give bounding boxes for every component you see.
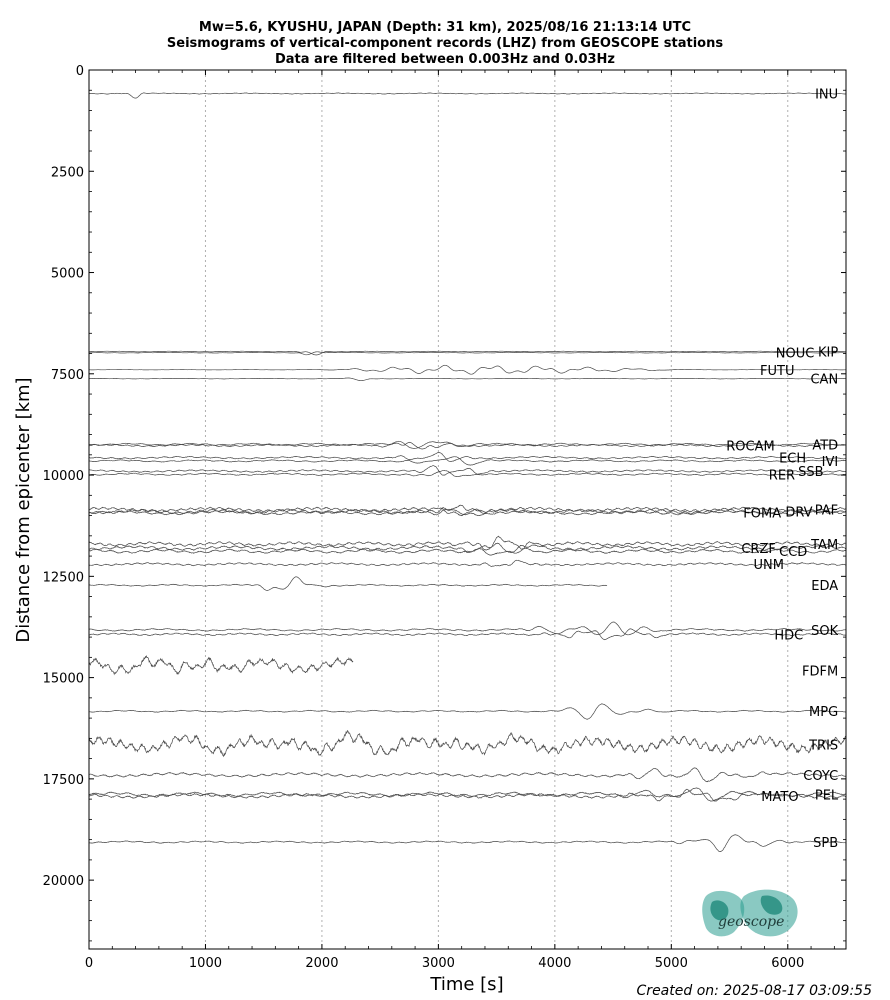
trace-ivi <box>88 456 846 466</box>
station-label-ech: ECH <box>779 452 806 467</box>
trace-ssb <box>89 465 846 476</box>
y-tick-label: 0 <box>76 64 84 79</box>
trace-tris <box>88 729 847 758</box>
y-axis: 0 2500 5000 7500 10000 12500 15000 17500 20000 <box>43 64 846 942</box>
station-label-tris: TRIS <box>808 738 838 753</box>
station-label-ivi: IVI <box>822 455 839 470</box>
trace-eda <box>88 576 608 591</box>
trace-rocam <box>88 441 847 450</box>
y-tick-label: 20000 <box>43 874 84 889</box>
trace-unm <box>88 559 847 567</box>
station-label-atd: ATD <box>812 438 838 453</box>
trace-pel <box>88 787 847 802</box>
geoscope-logo: geoscope <box>702 889 798 937</box>
x-axis: 0 1000 2000 3000 4000 5000 6000 <box>85 70 835 971</box>
station-label-spb: SPB <box>813 836 838 851</box>
x-axis-title: Time [s] <box>429 974 503 995</box>
trace-hdc <box>88 628 847 641</box>
title-line-1: Mw=5.6, KYUSHU, JAPAN (Depth: 31 km), 20… <box>199 20 691 35</box>
x-tick-label: 0 <box>85 956 93 971</box>
logo-text: geoscope <box>718 914 784 930</box>
trace-can <box>89 377 847 382</box>
station-label-ccd: CCD <box>779 545 807 560</box>
station-label-hdc: HDC <box>774 628 803 643</box>
x-grid <box>204 70 789 949</box>
y-tick-label: 12500 <box>43 570 84 585</box>
station-label-crzf: CRZF <box>741 542 776 557</box>
trace-futu <box>89 364 846 375</box>
trace-nouc <box>89 351 847 356</box>
logo-continent-a <box>710 900 729 921</box>
station-label-paf: PAF <box>815 504 838 519</box>
station-label-coyc: COYC <box>803 769 838 784</box>
station-label-mpg: MPG <box>809 705 838 720</box>
title-line-3: Data are filtered between 0.003Hz and 0.… <box>275 52 615 67</box>
chart-title: Mw=5.6, KYUSHU, JAPAN (Depth: 31 km), 20… <box>167 20 723 67</box>
trace-inu <box>88 92 847 99</box>
x-tick-label: 1000 <box>189 956 222 971</box>
trace-crzf <box>88 542 846 554</box>
trace-fdfm <box>88 654 354 676</box>
x-tick-label: 6000 <box>771 956 804 971</box>
trace-drv <box>88 507 847 517</box>
y-tick-label: 10000 <box>43 469 84 484</box>
station-label-eda: EDA <box>811 579 838 594</box>
y-axis-title: Distance from epicenter [km] <box>13 377 34 642</box>
x-tick-label: 4000 <box>538 956 571 971</box>
trace-tam <box>88 535 847 551</box>
y-tick-label: 5000 <box>51 267 84 282</box>
y-tick-label: 15000 <box>43 672 84 687</box>
y-tick-label: 2500 <box>51 165 84 180</box>
trace-spb <box>88 834 847 852</box>
trace-sok <box>88 621 847 636</box>
station-label-pel: PEL <box>815 788 839 803</box>
created-on: Created on: 2025-08-17 03:09:55 <box>637 983 873 999</box>
station-label-tam: TAM <box>810 538 838 553</box>
y-tick-label: 7500 <box>51 368 84 383</box>
logo-continent-b <box>760 895 783 915</box>
station-label-futu: FUTU <box>760 364 794 379</box>
x-tick-label: 2000 <box>305 956 338 971</box>
station-label-can: CAN <box>810 373 838 388</box>
station-label-kip: KIP <box>818 346 838 361</box>
station-label-rer: RER <box>769 468 795 483</box>
trace-mato <box>88 788 847 802</box>
station-label-rocam: ROCAM <box>726 439 774 454</box>
station-label-sok: SOK <box>811 624 838 639</box>
station-label-drv: DRV <box>785 506 812 521</box>
trace-foma <box>88 508 847 517</box>
station-label-fdfm: FDFM <box>802 665 838 680</box>
traces <box>88 92 847 852</box>
station-label-nouc: NOUC <box>776 347 815 362</box>
trace-mpg <box>88 703 847 720</box>
trace-ccd <box>88 547 847 556</box>
station-label-ssb: SSB <box>798 465 823 480</box>
trace-ech <box>88 451 847 462</box>
plot-frame <box>88 69 847 950</box>
trace-coyc <box>88 767 847 783</box>
station-label-mato: MATO <box>761 790 798 805</box>
station-label-unm: UNM <box>754 558 784 573</box>
y-tick-label: 17500 <box>43 773 84 788</box>
station-label-inu: INU <box>815 87 838 102</box>
x-tick-label: 3000 <box>422 956 455 971</box>
trace-kip <box>88 350 846 356</box>
trace-rer <box>89 470 847 478</box>
station-label-foma: FOMA <box>743 507 781 522</box>
x-tick-label: 5000 <box>655 956 688 971</box>
title-line-2: Seismograms of vertical-component record… <box>167 36 723 51</box>
